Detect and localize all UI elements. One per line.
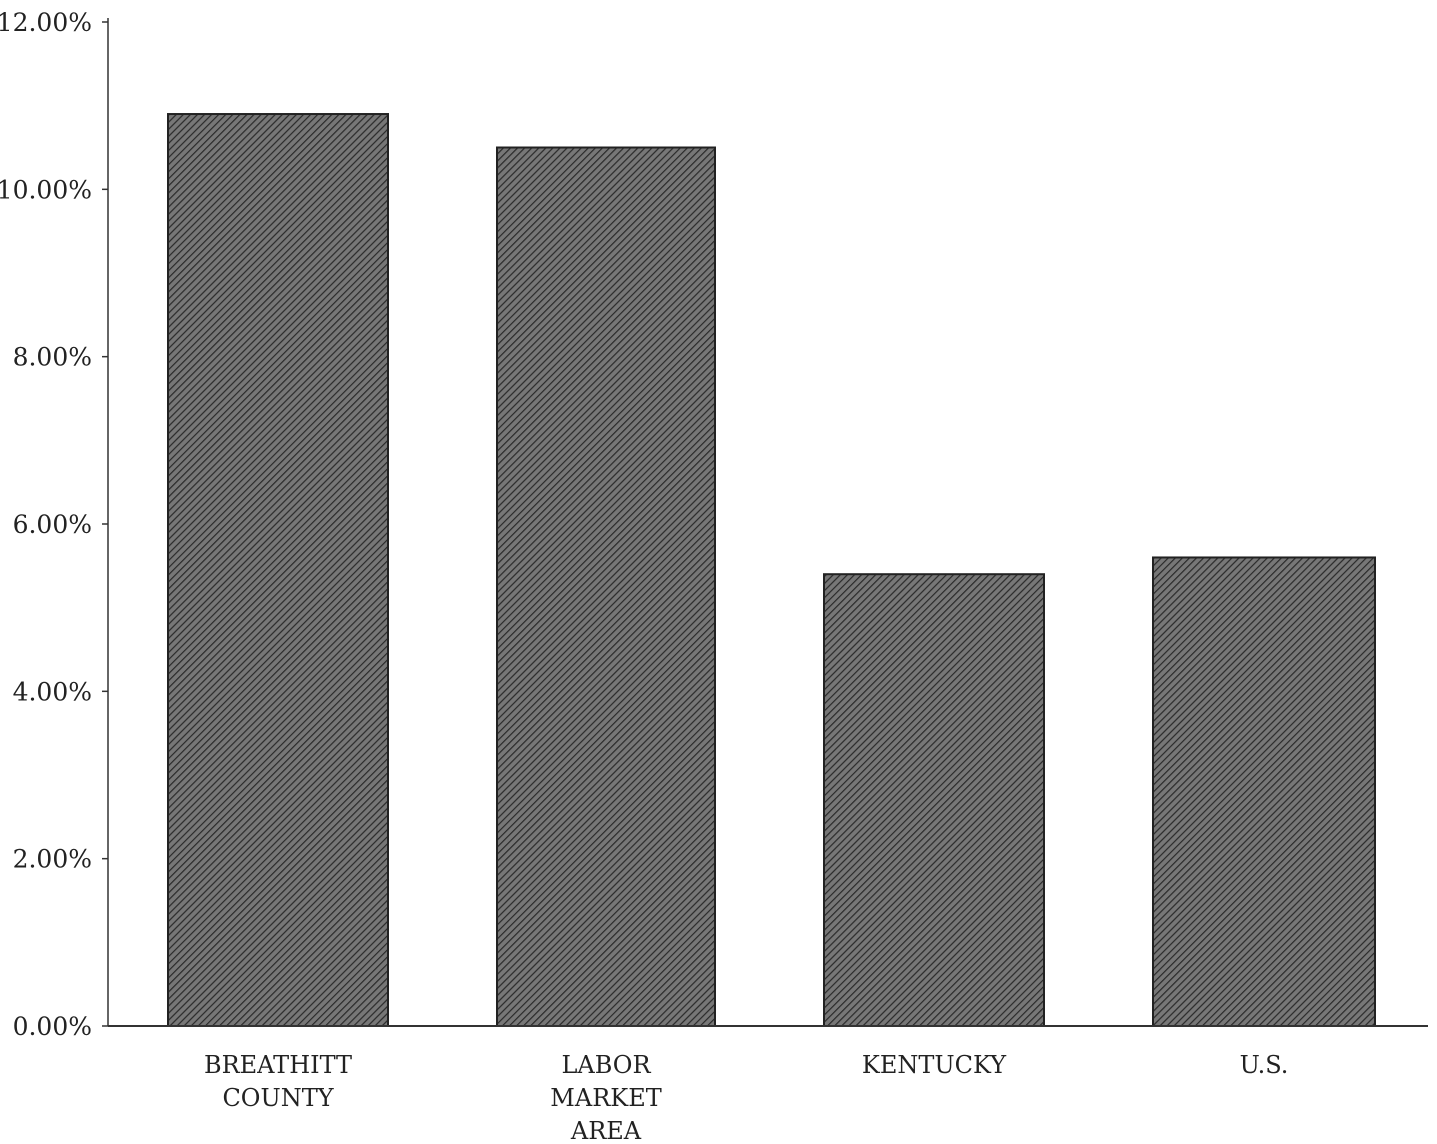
labels-layer: 0.00% 2.00% 4.00% 6.00% 8.00% 10.00% 12.00% BRE… [0, 8, 1288, 1144]
bar-1 [496, 146, 716, 1027]
y-tick-label: 2.00% [13, 845, 92, 874]
y-tick-label: 6.00% [13, 510, 92, 539]
y-tick-label: 12.00% [0, 8, 92, 37]
y-tick-label: 8.00% [13, 343, 92, 372]
bar-3 [1152, 556, 1376, 1027]
x-category-label: U.S. [1240, 1051, 1289, 1079]
bar-0 [167, 113, 389, 1028]
x-category-label: LABOR MARKET AREA [550, 1051, 661, 1144]
x-category-label-line: KENTUCKY [862, 1051, 1007, 1079]
bar-2 [823, 573, 1045, 1027]
x-category-label-line: BREATHITT [204, 1051, 352, 1079]
x-category-label-line: LABOR [561, 1051, 651, 1079]
y-tick-label: 10.00% [0, 175, 92, 204]
x-category-label: BREATHITT COUNTY [204, 1051, 352, 1112]
y-tick-label: 4.00% [13, 677, 92, 706]
axes-layer [102, 18, 1428, 1027]
bars-layer [167, 113, 1376, 1028]
x-category-label-line: U.S. [1240, 1051, 1289, 1079]
x-category-label-line: AREA [570, 1117, 642, 1144]
x-category-label-line: MARKET [550, 1084, 661, 1112]
x-category-label-line: COUNTY [222, 1084, 334, 1112]
x-category-label: KENTUCKY [862, 1051, 1007, 1079]
y-tick-label: 0.00% [13, 1012, 92, 1041]
